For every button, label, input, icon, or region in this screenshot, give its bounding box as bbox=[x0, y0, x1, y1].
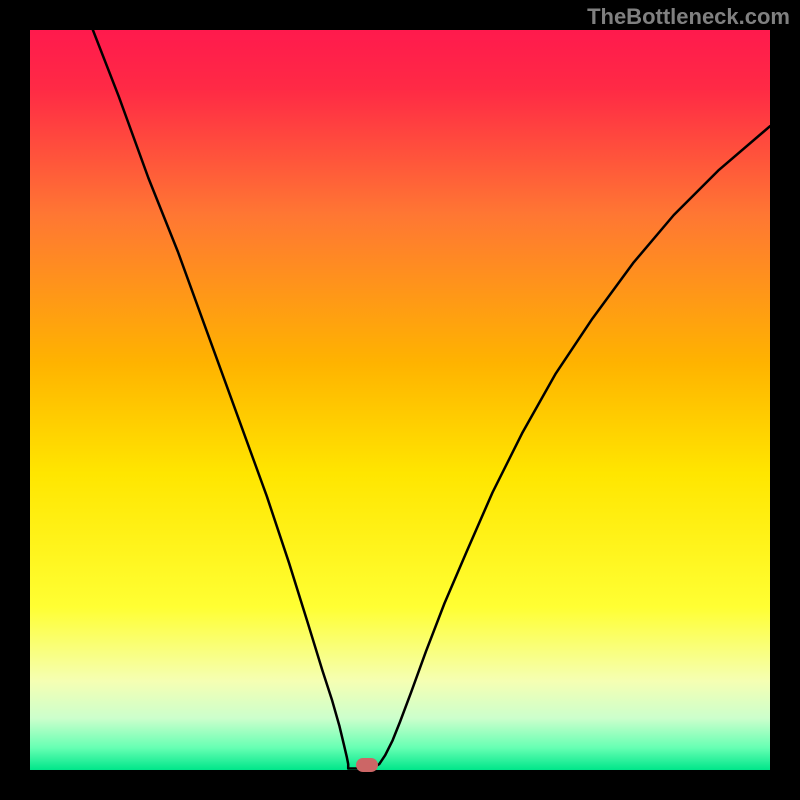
watermark-text: TheBottleneck.com bbox=[587, 4, 790, 30]
chart-container: TheBottleneck.com bbox=[0, 0, 800, 800]
curve-svg bbox=[30, 30, 770, 770]
plot-area bbox=[30, 30, 770, 770]
optimal-point-marker bbox=[356, 758, 378, 772]
bottleneck-curve bbox=[93, 30, 770, 769]
